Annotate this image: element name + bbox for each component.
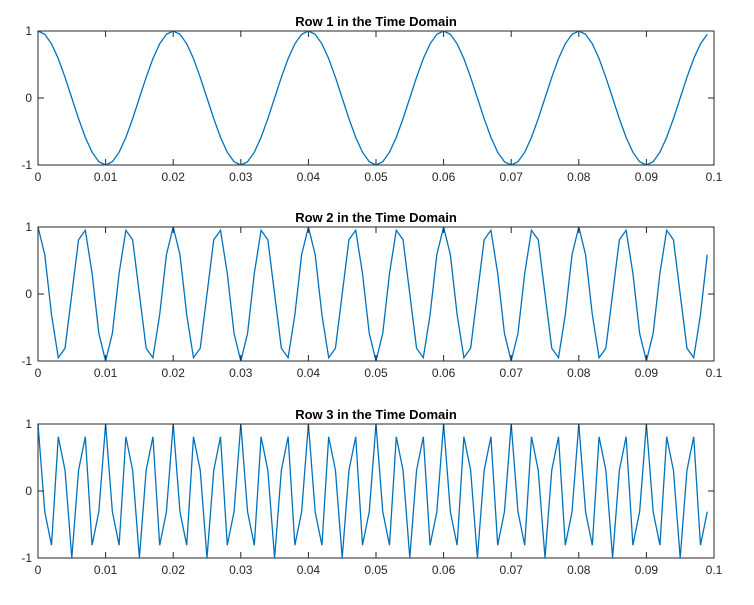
x-axis: 0 0.01 0.02 0.03 0.04 0.05 0.06 0.07 0.08 0.09 0.1 <box>35 31 723 184</box>
signal-line <box>37 30 708 166</box>
x-tick-label: 0.03 <box>229 170 253 184</box>
y-tick-label: -1 <box>21 158 32 172</box>
y-tick-label: -1 <box>21 551 32 565</box>
x-tick-label: 0.02 <box>162 563 186 577</box>
x-tick-label: 0.06 <box>432 563 456 577</box>
x-tick-label: 0.04 <box>297 563 321 577</box>
x-tick-label: 0 <box>35 170 42 184</box>
y-tick-label: 0 <box>25 484 32 498</box>
x-tick-label: 0.07 <box>500 170 524 184</box>
chart-title: Row 1 in the Time Domain <box>295 14 457 29</box>
x-tick-label: 0.03 <box>229 366 253 380</box>
x-tick-label: 0.05 <box>364 170 388 184</box>
y-tick-label: 0 <box>25 91 32 105</box>
x-tick-label: 0.02 <box>162 366 186 380</box>
x-tick-label: 0.03 <box>229 563 253 577</box>
y-axis: -1 0 1 <box>21 24 714 172</box>
x-tick-label: 0.07 <box>500 563 524 577</box>
x-tick-label: 0.04 <box>297 170 321 184</box>
x-tick-label: 0.04 <box>297 366 321 380</box>
axes-box <box>37 30 715 166</box>
x-tick-label: 0.09 <box>635 170 659 184</box>
y-tick-label: 1 <box>25 24 32 38</box>
x-tick-label: 0 <box>35 563 42 577</box>
x-tick-label: 0.08 <box>567 170 591 184</box>
y-axis: -1 0 1 <box>21 220 714 368</box>
x-axis: 0 0.01 0.02 0.03 0.04 0.05 0.06 0.07 0.08 0.09 0.1 <box>35 424 723 577</box>
x-axis: 0 0.01 0.02 0.03 0.04 0.05 0.06 0.07 0.08 0.09 0.1 <box>35 227 723 380</box>
x-tick-label: 0 <box>35 366 42 380</box>
x-tick-label: 0.01 <box>94 563 118 577</box>
x-tick-label: 0.08 <box>567 563 591 577</box>
signal-line <box>37 226 708 362</box>
y-tick-label: -1 <box>21 354 32 368</box>
y-tick-label: 1 <box>25 417 32 431</box>
x-tick-label: 0.1 <box>706 170 723 184</box>
y-tick-label: 1 <box>25 220 32 234</box>
x-tick-label: 0.05 <box>364 366 388 380</box>
x-tick-label: 0.08 <box>567 366 591 380</box>
chart-title: Row 3 in the Time Domain <box>295 407 457 422</box>
x-tick-label: 0.06 <box>432 170 456 184</box>
axes-box <box>37 423 715 559</box>
subplot-row-3: Row 3 in the Time Domain 0 0.01 0.02 0.03 0.… <box>21 407 722 577</box>
chart-title: Row 2 in the Time Domain <box>295 210 457 225</box>
x-tick-label: 0.1 <box>706 366 723 380</box>
subplot-row-2: Row 2 in the Time Domain 0 0.01 0.02 0.03 0.… <box>21 210 722 380</box>
y-axis: -1 0 1 <box>21 417 714 565</box>
x-tick-label: 0.01 <box>94 170 118 184</box>
x-tick-label: 0.1 <box>706 563 723 577</box>
y-tick-label: 0 <box>25 287 32 301</box>
x-tick-label: 0.02 <box>162 170 186 184</box>
x-tick-label: 0.09 <box>635 563 659 577</box>
x-tick-label: 0.09 <box>635 366 659 380</box>
x-tick-label: 0.01 <box>94 366 118 380</box>
signal-line <box>37 423 708 559</box>
x-tick-label: 0.06 <box>432 366 456 380</box>
x-tick-label: 0.07 <box>500 366 524 380</box>
axes-box <box>37 226 715 362</box>
x-tick-label: 0.05 <box>364 563 388 577</box>
subplot-row-1: Row 1 in the Time Domain 0 0.01 0.02 0.03 0.… <box>21 14 722 184</box>
